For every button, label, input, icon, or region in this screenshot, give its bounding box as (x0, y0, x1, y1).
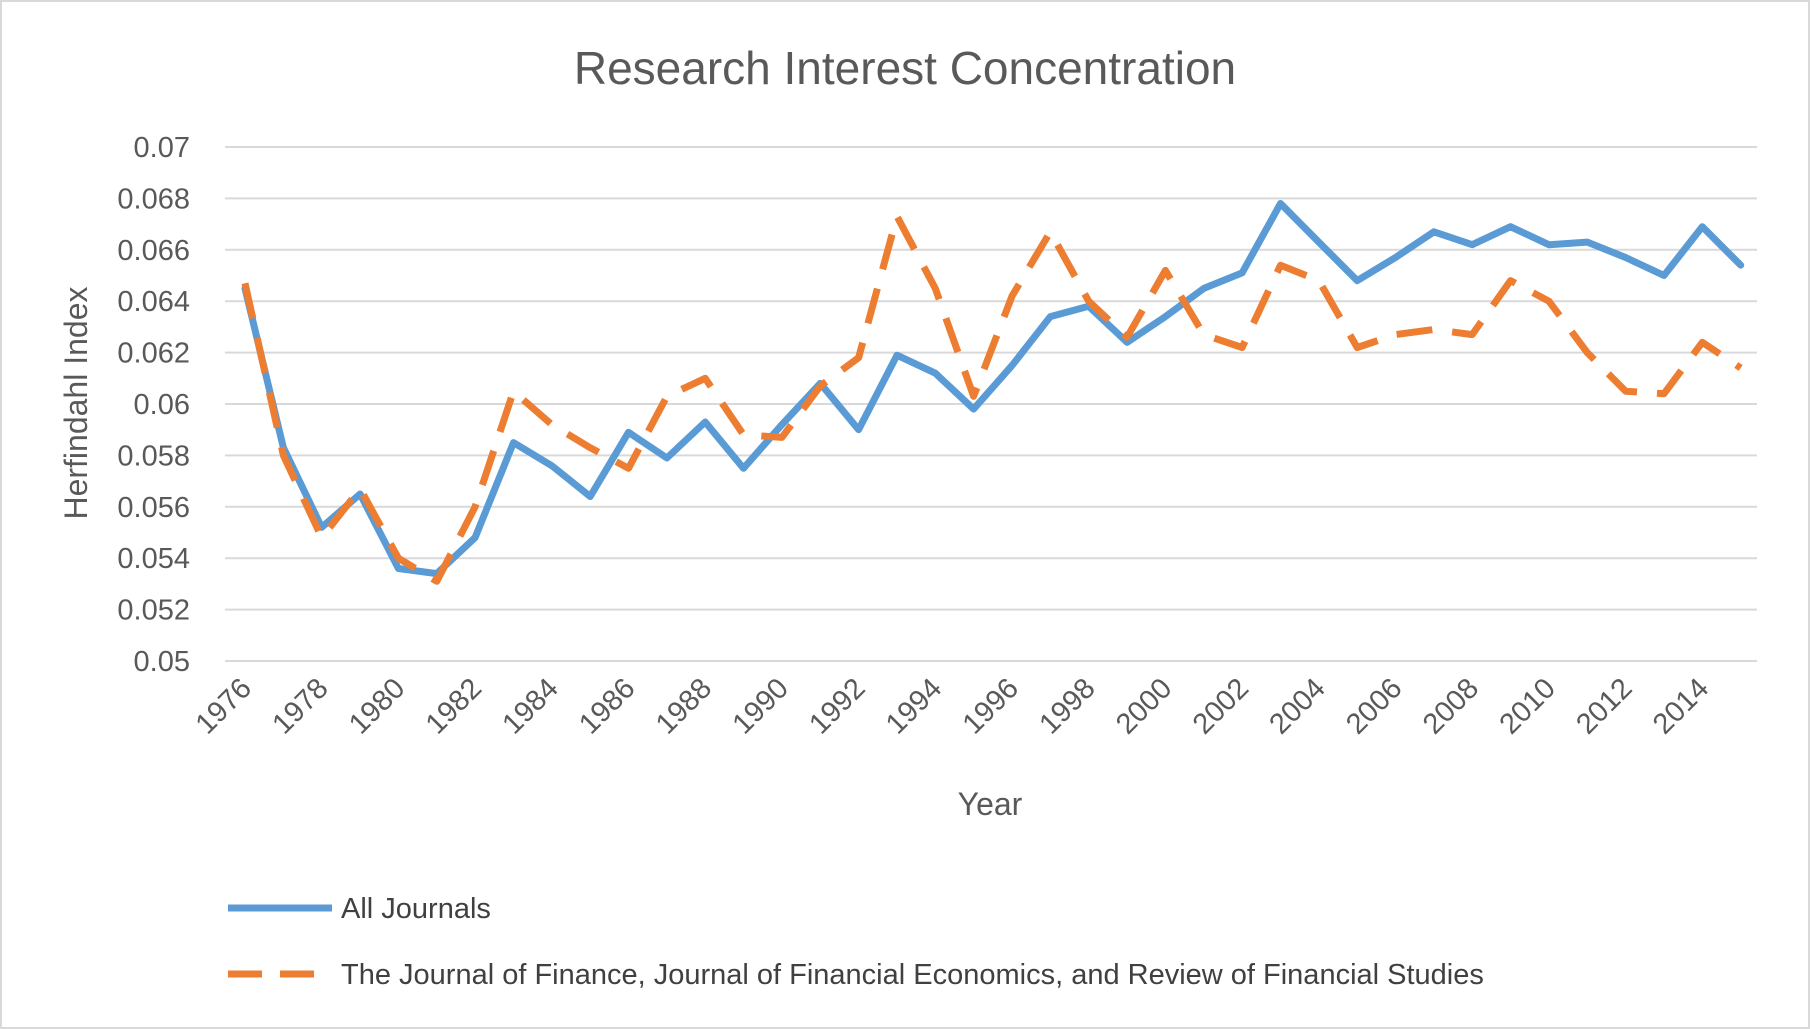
x-tick-label: 1992 (803, 672, 871, 740)
x-tick-label: 1986 (573, 672, 641, 740)
y-tick-label: 0.066 (117, 235, 190, 267)
x-tick-label: 2008 (1417, 672, 1485, 740)
x-tick-label: 2012 (1570, 672, 1638, 740)
legend-item-1: All Journals (228, 893, 491, 925)
series-line-2 (241, 212, 1743, 585)
y-tick-label: 0.052 (117, 595, 190, 627)
y-tick-label: 0.06 (134, 389, 190, 421)
y-tick-label: 0.054 (117, 543, 190, 575)
x-tick-label: 2010 (1494, 672, 1562, 740)
x-tick-label: 2004 (1264, 672, 1332, 740)
chart-title: Research Interest Concentration (574, 42, 1236, 94)
x-tick-label: 1996 (957, 672, 1025, 740)
y-tick-label: 0.058 (117, 440, 190, 472)
x-tick-label: 1982 (420, 672, 488, 740)
y-axis-title: Herfindahl Index (58, 286, 94, 519)
gridlines (225, 146, 1757, 662)
x-tick-label: 1976 (190, 672, 258, 740)
y-axis-ticks: 0.05 0.052 0.054 0.056 0.058 0.06 0.062 0.064 0.… (117, 132, 190, 678)
x-tick-label: 1988 (650, 672, 718, 740)
x-axis-ticks: 1976 1978 1980 1982 1984 1986 1988 1990 1992 1994… (190, 672, 1716, 740)
x-tick-label: 2000 (1110, 672, 1178, 740)
y-tick-label: 0.056 (117, 492, 190, 524)
x-tick-label: 2006 (1340, 672, 1408, 740)
x-tick-label: 2014 (1647, 672, 1715, 740)
legend-item-2: The Journal of Finance, Journal of Finan… (228, 959, 1484, 991)
x-axis-title: Year (958, 786, 1023, 822)
legend-label: All Journals (341, 893, 491, 925)
series-line-1 (241, 200, 1745, 578)
series-lines (241, 200, 1745, 585)
x-tick-label: 1980 (343, 672, 411, 740)
x-tick-label: 1990 (727, 672, 795, 740)
legend: All Journals The Journal of Finance, Jour… (228, 893, 1484, 991)
y-tick-label: 0.07 (134, 132, 190, 164)
y-tick-label: 0.064 (117, 286, 190, 318)
legend-label: The Journal of Finance, Journal of Finan… (341, 959, 1484, 991)
x-tick-label: 1978 (266, 672, 334, 740)
x-tick-label: 1994 (880, 672, 948, 740)
x-tick-label: 2002 (1187, 672, 1255, 740)
y-tick-label: 0.068 (117, 183, 190, 215)
x-tick-label: 1984 (497, 672, 565, 740)
x-tick-label: 1998 (1033, 672, 1101, 740)
y-tick-label: 0.062 (117, 338, 190, 370)
y-tick-label: 0.05 (134, 646, 190, 678)
